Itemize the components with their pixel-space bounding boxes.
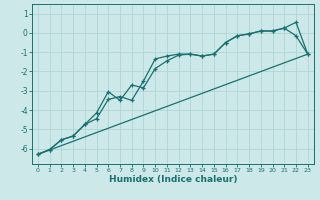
X-axis label: Humidex (Indice chaleur): Humidex (Indice chaleur) bbox=[108, 175, 237, 184]
